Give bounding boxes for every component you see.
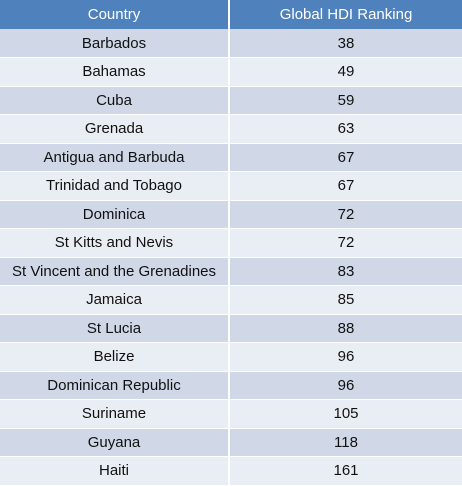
column-header-country: Country — [0, 0, 230, 29]
country-cell: St Lucia — [0, 314, 230, 343]
table-row: Haiti 161 — [0, 456, 462, 486]
table-row: Barbados 38 — [0, 29, 462, 58]
table-row: St Vincent and the Grenadines 83 — [0, 257, 462, 286]
table-row: Dominica 72 — [0, 200, 462, 229]
table-row: St Lucia 88 — [0, 314, 462, 343]
country-cell: Antigua and Barbuda — [0, 143, 230, 172]
table-row: Bahamas 49 — [0, 57, 462, 87]
table-header: Country Global HDI Ranking — [0, 0, 462, 29]
ranking-cell: 88 — [229, 314, 462, 343]
country-cell: Cuba — [0, 86, 230, 115]
ranking-cell: 96 — [229, 342, 462, 372]
ranking-cell: 63 — [229, 114, 462, 144]
ranking-cell: 59 — [229, 86, 462, 115]
table-row: Guyana 118 — [0, 428, 462, 457]
ranking-cell: 83 — [229, 257, 462, 286]
header-row: Country Global HDI Ranking — [0, 0, 462, 29]
table-row: Grenada 63 — [0, 114, 462, 144]
country-cell: Jamaica — [0, 285, 230, 315]
country-cell: Guyana — [0, 428, 230, 457]
table-row: Suriname 105 — [0, 399, 462, 429]
table-row: Antigua and Barbuda 67 — [0, 143, 462, 172]
country-cell: Dominica — [0, 200, 230, 229]
table-row: Dominican Republic 96 — [0, 371, 462, 400]
country-cell: Bahamas — [0, 57, 230, 87]
ranking-cell: 105 — [229, 399, 462, 429]
country-cell: St Kitts and Nevis — [0, 228, 230, 258]
country-cell: Haiti — [0, 456, 230, 486]
table-row: Cuba 59 — [0, 86, 462, 115]
table-row: Belize 96 — [0, 342, 462, 372]
ranking-cell: 72 — [229, 228, 462, 258]
country-cell: Suriname — [0, 399, 230, 429]
ranking-cell: 118 — [229, 428, 462, 457]
ranking-cell: 72 — [229, 200, 462, 229]
country-cell: St Vincent and the Grenadines — [0, 257, 230, 286]
table-row: Trinidad and Tobago 67 — [0, 171, 462, 201]
ranking-cell: 161 — [229, 456, 462, 486]
ranking-cell: 49 — [229, 57, 462, 87]
ranking-cell: 96 — [229, 371, 462, 400]
table-row: Jamaica 85 — [0, 285, 462, 315]
country-cell: Dominican Republic — [0, 371, 230, 400]
ranking-cell: 67 — [229, 171, 462, 201]
table-row: St Kitts and Nevis 72 — [0, 228, 462, 258]
ranking-cell: 85 — [229, 285, 462, 315]
column-header-ranking: Global HDI Ranking — [229, 0, 462, 29]
country-cell: Trinidad and Tobago — [0, 171, 230, 201]
country-cell: Belize — [0, 342, 230, 372]
table-body: Barbados 38 Bahamas 49 Cuba 59 Grenada 63 Antigu… — [0, 29, 462, 486]
country-cell: Grenada — [0, 114, 230, 144]
ranking-cell: 38 — [229, 29, 462, 58]
ranking-cell: 67 — [229, 143, 462, 172]
country-cell: Barbados — [0, 29, 230, 58]
